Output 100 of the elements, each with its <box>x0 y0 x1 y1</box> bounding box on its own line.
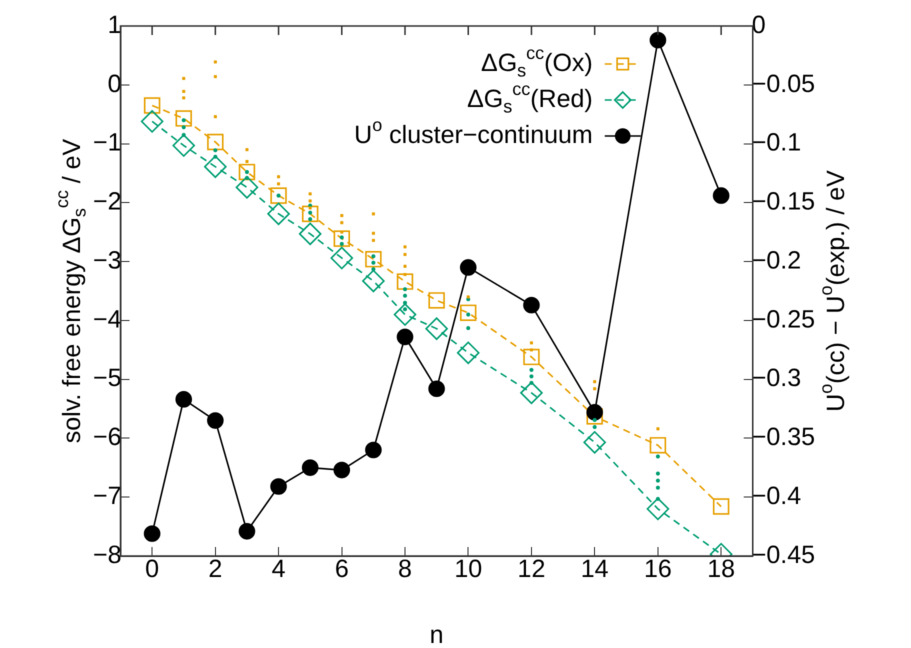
point <box>460 304 476 322</box>
point <box>425 317 448 340</box>
point <box>530 348 533 352</box>
point <box>308 206 312 210</box>
point <box>214 115 217 118</box>
point <box>403 272 407 276</box>
point <box>302 206 318 222</box>
point <box>365 442 382 458</box>
point <box>396 328 414 346</box>
point <box>523 348 540 366</box>
point <box>182 90 186 93</box>
point <box>586 404 603 421</box>
point <box>650 437 666 454</box>
y-tick-label: −5 <box>92 364 122 392</box>
point <box>362 270 385 292</box>
point <box>403 252 407 256</box>
point <box>529 374 534 378</box>
point <box>586 408 603 425</box>
point <box>529 380 534 385</box>
point <box>466 295 470 298</box>
point <box>334 230 350 247</box>
y2-tick-label: −0.4 <box>752 482 802 510</box>
point <box>403 264 407 268</box>
point <box>460 259 477 276</box>
x-tick-label: 18 <box>707 554 736 583</box>
point <box>371 260 376 265</box>
x-tick-label: 14 <box>580 554 609 583</box>
point <box>302 459 318 476</box>
x-tick-label: 2 <box>208 554 222 583</box>
point <box>277 175 280 178</box>
point <box>656 454 660 459</box>
y2-tick-label: −0.15 <box>752 188 816 216</box>
point <box>456 342 480 364</box>
point <box>207 412 224 429</box>
y2-tick-label: −0.3 <box>752 364 802 392</box>
point <box>204 155 227 178</box>
y-tick-label: −3 <box>92 246 122 274</box>
point <box>592 418 597 422</box>
y2-tick-label: −0.2 <box>752 246 802 274</box>
point <box>270 187 287 204</box>
y2-tick-label: −0.25 <box>752 305 816 334</box>
point <box>238 522 256 540</box>
point <box>656 427 660 430</box>
point <box>656 478 660 483</box>
x-tick-label: 10 <box>454 554 482 583</box>
point <box>656 496 660 501</box>
point <box>402 287 408 292</box>
point <box>402 300 408 305</box>
point <box>207 134 224 150</box>
point <box>466 326 470 330</box>
y2-tick-label: −0.05 <box>752 70 816 98</box>
point <box>394 303 416 326</box>
x-tick-label: 16 <box>644 554 672 583</box>
point <box>144 525 160 542</box>
point <box>372 212 375 216</box>
point <box>213 148 218 152</box>
point <box>656 486 660 490</box>
point <box>308 192 312 196</box>
point <box>298 222 322 246</box>
point <box>236 176 258 199</box>
point <box>650 32 666 48</box>
x-tick-label: 4 <box>272 554 286 583</box>
y-tick-label: −8 <box>92 540 122 569</box>
x-tick-label: 12 <box>518 554 546 583</box>
point <box>530 341 533 344</box>
point <box>277 182 280 186</box>
point <box>340 221 344 224</box>
y-tick-label: 0 <box>108 70 122 98</box>
point <box>214 60 217 64</box>
point <box>396 273 414 290</box>
y2-tick-label: −0.45 <box>752 540 816 569</box>
y2-axis-title: Uo(cc) − Uo(exp.) / eV <box>816 170 850 412</box>
y-tick-label: −2 <box>92 188 122 216</box>
point <box>267 202 290 226</box>
point <box>182 132 186 137</box>
point <box>372 232 375 235</box>
point <box>176 110 192 127</box>
y-tick-label: 1 <box>108 10 122 39</box>
point <box>175 391 192 408</box>
y2-tick-label: 0 <box>752 10 766 39</box>
point <box>428 292 445 309</box>
point <box>172 134 196 157</box>
point <box>371 267 376 272</box>
y2-tick-label: −0.1 <box>752 128 802 157</box>
y2-tick-label: −0.35 <box>752 423 816 452</box>
point <box>213 154 218 159</box>
point <box>712 187 730 204</box>
y-tick-label: −1 <box>92 128 122 157</box>
point <box>402 294 408 298</box>
point <box>656 472 660 476</box>
point <box>333 462 350 478</box>
point <box>428 380 445 398</box>
point <box>365 250 382 268</box>
point <box>403 245 407 248</box>
y-axis-title: solv. free energy ΔGscc / eV <box>52 138 90 444</box>
point <box>402 307 408 312</box>
point <box>270 478 287 495</box>
point <box>140 110 164 133</box>
point <box>371 254 376 258</box>
y-tick-label: −7 <box>92 482 122 510</box>
